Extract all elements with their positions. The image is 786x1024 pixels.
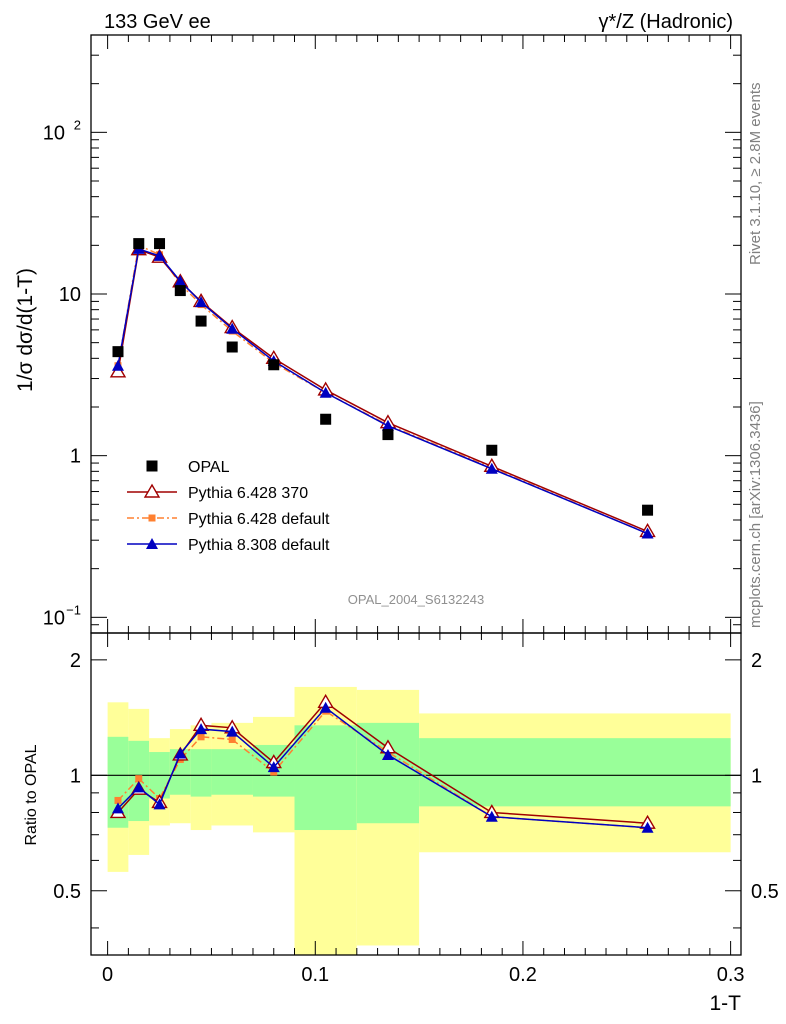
legend: OPAL Pythia 6.428 370 Pythia 6.428 default… [127, 459, 330, 554]
header-right-label: γ*/Z (Hadronic) [599, 11, 733, 33]
data-point-opal [382, 429, 394, 441]
data-point-opal [268, 359, 280, 371]
data-point-opal [154, 238, 166, 250]
legend-marker-pythia-6-428-370 [143, 483, 161, 498]
data-point-pythia-8-308-default [153, 249, 166, 261]
ratio-point-pythia-8-308-default [174, 747, 187, 759]
data-point-pythia-6-428-370 [109, 363, 127, 378]
ratio-point-pythia-8-308-default [195, 723, 208, 735]
data-point-pythia-8-308-default [381, 419, 394, 431]
ratio-plot-frame [90, 632, 742, 956]
data-point-opal [112, 346, 124, 358]
stat-uncertainty-band [294, 725, 357, 831]
x-tick-label: 0.3 [717, 964, 745, 986]
mcplots-label: mcplots.cern.ch [arXiv:1306.3436] [747, 401, 764, 628]
rivet-label: Rivet 3.1.10, ≥ 2.8M events [747, 83, 764, 266]
ratio-point-pythia-8-308-default [485, 810, 498, 822]
y-tick-label-right: 1 [751, 765, 762, 787]
legend-label-pythia-8-308-default: Pythia 8.308 default [188, 537, 330, 554]
data-point-pythia-8-308-default [485, 462, 498, 474]
ratio-point-pythia-8-308-default [267, 761, 280, 773]
x-tick-label: 0 [102, 964, 113, 986]
ratio-panel: 0 0.1 0.2 0.3 2 2 1 1 0.5 0.5 Ratio to OPAL 1-T [23, 632, 779, 1015]
ratio-point-pythia-6-428-default [197, 733, 205, 741]
data-point-opal [195, 315, 207, 327]
ratio-point-pythia-8-308-default [641, 821, 654, 833]
data-point-pythia-8-308-default [195, 296, 208, 308]
y-tick-label-right: 0.5 [751, 881, 779, 903]
y-tick-label: 10 [59, 284, 81, 306]
y-tick-label: 1 [70, 446, 81, 468]
ratio-point-pythia-8-308-default [132, 781, 145, 793]
ratio-point-pythia-8-308-default [111, 802, 124, 814]
y-tick-label: 10 [43, 122, 65, 144]
x-axis-label: 1-T [710, 992, 742, 1015]
y-tick-exponent: −1 [66, 602, 81, 617]
analysis-label: OPAL_2004_S6132243 [348, 592, 484, 607]
legend-label-pythia-6-428-default: Pythia 6.428 default [188, 511, 330, 528]
y-tick-label: 2 [70, 650, 81, 672]
data-point-opal [320, 413, 332, 425]
y-tick-exponent: 2 [74, 117, 81, 132]
x-tick-label: 0.2 [509, 964, 537, 986]
data-point-opal [486, 444, 498, 456]
stat-uncertainty-band [419, 738, 731, 807]
data-point-opal [642, 504, 654, 516]
legend-marker-pythia-6-428-default [148, 514, 156, 522]
data-point-opal [174, 285, 186, 297]
ratio-point-pythia-6-428-default [228, 735, 236, 743]
data-point-opal [226, 341, 238, 353]
data-point-pythia-8-308-default [226, 322, 239, 334]
ratio-point-pythia-8-308-default [153, 798, 166, 810]
legend-marker-pythia-8-308-default [146, 538, 158, 549]
y-tick-label: 0.5 [53, 881, 81, 903]
stat-uncertainty-band [107, 736, 129, 828]
stat-uncertainty-band [211, 749, 253, 795]
y-tick-label: 10 [43, 607, 65, 629]
y-tick-label-right: 2 [751, 650, 762, 672]
header-left-label: 133 GeV ee [104, 11, 211, 33]
data-point-pythia-8-308-default [174, 275, 187, 287]
ratio-point-pythia-8-308-default [319, 701, 332, 713]
data-point-pythia-8-308-default [111, 359, 124, 371]
ratio-point-pythia-8-308-default [226, 725, 239, 737]
ratio-point-pythia-6-428-default [135, 775, 143, 783]
data-point-pythia-8-308-default [641, 527, 654, 539]
ratio-y-axis-label: Ratio to OPAL [23, 744, 40, 845]
data-point-opal [133, 238, 145, 250]
x-tick-label: 0.1 [301, 964, 329, 986]
y-tick-label: 1 [70, 765, 81, 787]
data-point-pythia-8-308-default [319, 386, 332, 398]
legend-marker-opal [146, 460, 158, 472]
main-y-axis-label: 1/σ dσ/d(1-T) [14, 268, 37, 392]
stat-uncertainty-band [190, 749, 212, 797]
ratio-point-pythia-6-428-default [114, 796, 122, 804]
legend-label-pythia-6-428-370: Pythia 6.428 370 [188, 485, 308, 502]
ratio-point-pythia-8-308-default [381, 748, 394, 760]
legend-label-opal: OPAL [188, 459, 230, 476]
